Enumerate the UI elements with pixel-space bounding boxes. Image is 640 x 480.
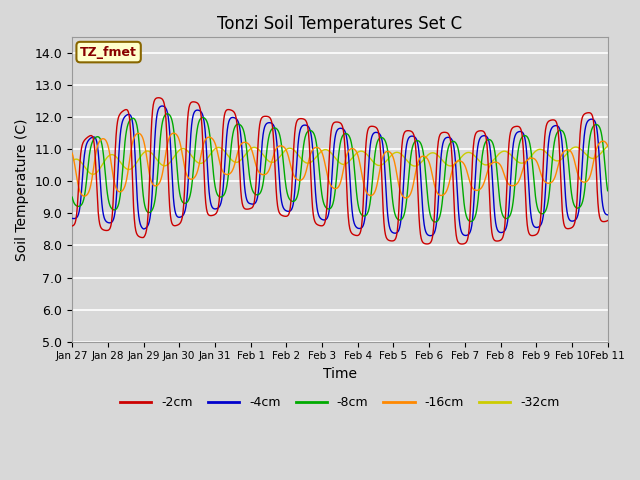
Y-axis label: Soil Temperature (C): Soil Temperature (C) (15, 118, 29, 261)
Legend: -2cm, -4cm, -8cm, -16cm, -32cm: -2cm, -4cm, -8cm, -16cm, -32cm (115, 391, 564, 414)
Text: TZ_fmet: TZ_fmet (80, 46, 137, 59)
Title: Tonzi Soil Temperatures Set C: Tonzi Soil Temperatures Set C (218, 15, 463, 33)
X-axis label: Time: Time (323, 367, 357, 381)
